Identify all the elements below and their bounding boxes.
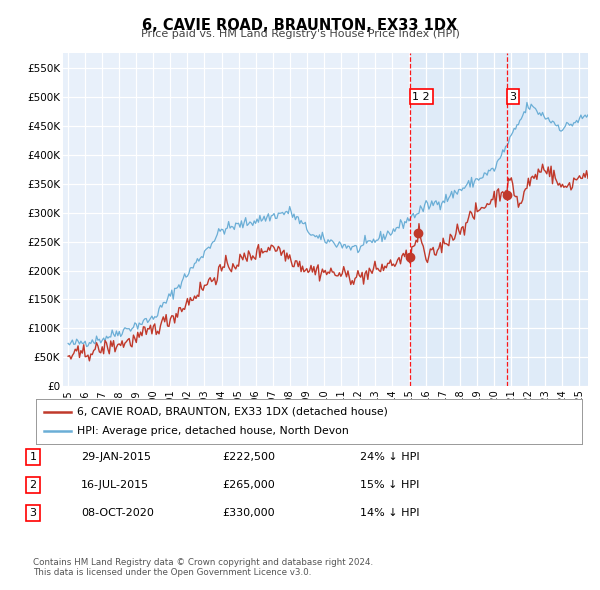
Text: 2: 2 xyxy=(29,480,37,490)
Text: £265,000: £265,000 xyxy=(222,480,275,490)
Text: 08-OCT-2020: 08-OCT-2020 xyxy=(81,509,154,518)
Text: 24% ↓ HPI: 24% ↓ HPI xyxy=(360,452,419,461)
Text: 6, CAVIE ROAD, BRAUNTON, EX33 1DX (detached house): 6, CAVIE ROAD, BRAUNTON, EX33 1DX (detac… xyxy=(77,407,388,417)
Text: £330,000: £330,000 xyxy=(222,509,275,518)
Text: 14% ↓ HPI: 14% ↓ HPI xyxy=(360,509,419,518)
Text: 16-JUL-2015: 16-JUL-2015 xyxy=(81,480,149,490)
Text: Price paid vs. HM Land Registry's House Price Index (HPI): Price paid vs. HM Land Registry's House … xyxy=(140,29,460,39)
Bar xyxy=(410,53,588,386)
Text: 1 2: 1 2 xyxy=(412,91,430,101)
Text: 15% ↓ HPI: 15% ↓ HPI xyxy=(360,480,419,490)
Text: 6, CAVIE ROAD, BRAUNTON, EX33 1DX: 6, CAVIE ROAD, BRAUNTON, EX33 1DX xyxy=(142,18,458,32)
Text: HPI: Average price, detached house, North Devon: HPI: Average price, detached house, Nort… xyxy=(77,427,349,436)
Text: Contains HM Land Registry data © Crown copyright and database right 2024.
This d: Contains HM Land Registry data © Crown c… xyxy=(33,558,373,577)
Text: £222,500: £222,500 xyxy=(222,452,275,461)
Text: 3: 3 xyxy=(509,91,517,101)
Text: 3: 3 xyxy=(29,509,37,518)
Text: 1: 1 xyxy=(29,452,37,461)
Text: 29-JAN-2015: 29-JAN-2015 xyxy=(81,452,151,461)
